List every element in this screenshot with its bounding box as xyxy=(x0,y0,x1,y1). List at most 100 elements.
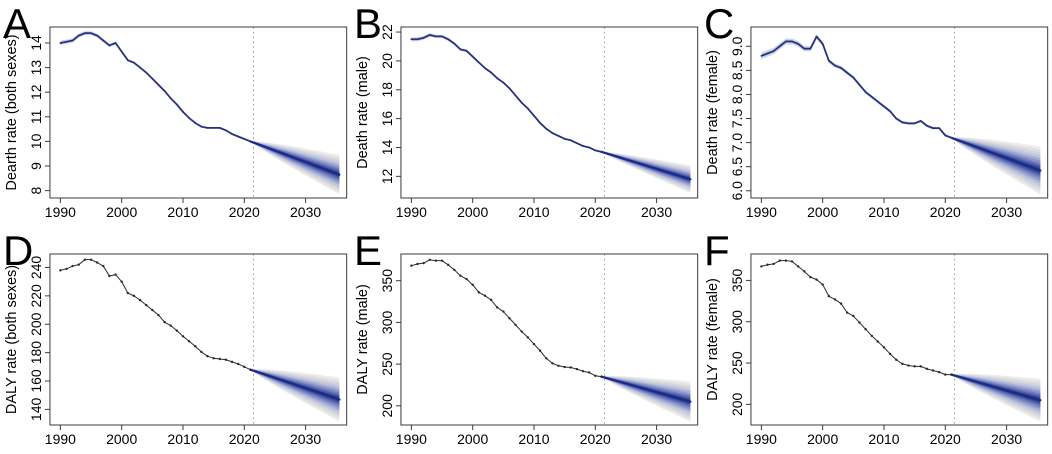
observed-point xyxy=(563,365,566,369)
observed-point xyxy=(815,278,819,281)
observed-point xyxy=(416,38,419,41)
plot-box xyxy=(400,253,698,426)
observed-point xyxy=(157,83,160,86)
panel-background xyxy=(0,227,351,454)
observed-point xyxy=(182,110,184,113)
observed-point xyxy=(495,306,499,309)
observed-point xyxy=(169,97,172,100)
observed-point xyxy=(834,64,837,67)
observed-point xyxy=(532,342,535,346)
y-tick-label: 16 xyxy=(379,111,395,127)
observed-point xyxy=(852,76,855,79)
observed-point xyxy=(236,362,240,366)
observed-point xyxy=(803,270,806,273)
observed-point xyxy=(520,101,523,104)
panel-background xyxy=(701,0,1052,227)
forecast-mean-line xyxy=(950,136,1042,172)
observed-point xyxy=(108,274,111,278)
panel-e-chart: 1990 2000 2010 2020 2030 200 250 300 350 DALY rat… xyxy=(350,227,702,454)
panel-b-chart: 1990 2000 2010 2020 2030 12 14 16 18 20 22 Death ra… xyxy=(350,0,702,227)
observed-point xyxy=(766,52,769,55)
x-tick-label: 1990 xyxy=(395,431,426,447)
observed-point xyxy=(938,127,941,130)
y-tick-label: 22 xyxy=(379,24,395,40)
panel-background xyxy=(350,227,702,454)
y-tick-label: 240 xyxy=(28,256,44,280)
x-tick-label: 1990 xyxy=(746,204,777,220)
figure-row-bottom: 1990 2000 2010 2020 2030 140 160 180 200 220 240 DA… xyxy=(0,227,1052,454)
observed-point xyxy=(446,263,450,267)
observed-series-line xyxy=(60,32,251,143)
observed-point xyxy=(550,362,554,365)
observed-point xyxy=(181,335,185,338)
observed-point xyxy=(114,42,117,44)
observed-point xyxy=(71,39,74,42)
fan-band xyxy=(601,151,690,185)
x-tick-label: 2000 xyxy=(106,204,137,220)
y-tick-label: 13 xyxy=(28,60,44,76)
observed-point xyxy=(90,32,92,35)
observed-point xyxy=(102,264,105,268)
observed-point xyxy=(895,117,898,120)
fan-band xyxy=(250,141,340,181)
observed-point xyxy=(791,260,794,263)
y-tick-label: 140 xyxy=(28,398,44,422)
observed-point xyxy=(212,357,215,360)
observed-point xyxy=(766,263,770,266)
observed-point xyxy=(200,350,203,354)
x-tick-label: 2010 xyxy=(518,204,549,220)
x-tick-label: 2020 xyxy=(579,204,610,220)
observed-point xyxy=(440,35,443,38)
observed-point xyxy=(551,132,553,134)
observed-point xyxy=(785,40,788,43)
observed-point xyxy=(864,327,868,331)
y-tick-label: 160 xyxy=(28,369,44,393)
observed-point xyxy=(501,310,505,313)
observed-point xyxy=(145,71,148,74)
y-tick-label: 6.0 xyxy=(729,181,745,201)
fan-band xyxy=(951,374,1041,407)
observed-point xyxy=(545,127,547,130)
x-tick-label: 2000 xyxy=(807,204,838,220)
observed-point xyxy=(89,258,93,261)
observed-point xyxy=(938,370,941,374)
observed-point xyxy=(428,258,431,262)
y-tick-label: 9 xyxy=(28,162,44,170)
observed-point xyxy=(791,40,794,43)
observed-point xyxy=(822,42,824,45)
x-tick-label: 2000 xyxy=(106,431,137,447)
panel-a: 1990 2000 2010 2020 2030 8 9 10 11 12 13 14 Dearth r… xyxy=(0,0,351,227)
y-tick-label: 14 xyxy=(379,139,395,155)
observed-point xyxy=(175,103,178,106)
observed-point xyxy=(846,311,849,314)
x-tick-label: 2020 xyxy=(229,431,260,447)
observed-point xyxy=(83,258,87,261)
observed-point xyxy=(858,83,861,86)
forecast-mean-line xyxy=(599,375,692,403)
observed-point xyxy=(581,370,584,373)
x-tick-label: 1990 xyxy=(45,431,76,447)
x-tick-label: 2020 xyxy=(930,204,961,220)
forecast-mean-line xyxy=(950,373,1042,402)
observed-point xyxy=(514,94,517,97)
observed-point xyxy=(477,61,480,64)
observed-point xyxy=(65,267,68,271)
observed-point xyxy=(926,367,929,371)
observed-point xyxy=(907,364,911,367)
observed-point xyxy=(163,320,166,324)
observed-point xyxy=(422,36,425,39)
panel-letter: C xyxy=(704,0,734,47)
panel-f: 1990 2000 2010 2020 2030 200 250 300 350 DALY rat… xyxy=(701,227,1052,454)
observed-point xyxy=(581,145,584,147)
observed-point xyxy=(526,336,529,339)
x-tick-label: 2010 xyxy=(167,431,198,447)
observed-point xyxy=(871,95,873,98)
y-tick-label: 7.5 xyxy=(729,109,745,129)
observed-point xyxy=(544,357,548,360)
observed-point xyxy=(77,263,80,266)
observed-point xyxy=(821,283,825,286)
y-tick-label: 20 xyxy=(379,53,395,69)
observed-point xyxy=(932,127,935,130)
observed-point xyxy=(507,317,511,320)
observed-point xyxy=(594,149,596,152)
